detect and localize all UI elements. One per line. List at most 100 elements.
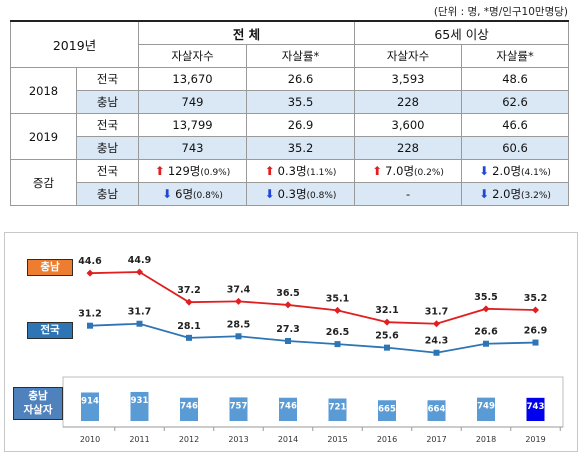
table-row: 충남 ⬇ 6명(0.8%) ⬇ 0.3명(0.8%) - ⬇ 2.0명(3.2%) [11, 182, 570, 206]
national-line [89, 322, 536, 354]
chungnam-point [185, 298, 193, 306]
row-region: 충남 [76, 90, 139, 114]
x-tick-label: 2013 [228, 435, 248, 444]
chungnam-value-label: 37.4 [227, 284, 251, 295]
x-tick-label: 2018 [476, 435, 496, 444]
national-value-label: 31.2 [78, 309, 101, 320]
x-tick-label: 2016 [377, 435, 397, 444]
cell: ⬆ 7.0명(0.2%) [354, 159, 463, 183]
national-point [285, 337, 291, 344]
bar-value-label: 931 [131, 396, 149, 406]
bar-value-label: 665 [378, 404, 396, 414]
deaths-tag-line2: 자살자 [23, 404, 53, 416]
x-tick-label: 2017 [426, 435, 446, 444]
national-value-label: 27.3 [276, 324, 299, 335]
x-tick-label: 2010 [80, 435, 100, 444]
row-year: 2018 [10, 67, 77, 114]
national-point [433, 349, 440, 356]
cell: 26.9 [245, 113, 356, 137]
x-tick-label: 2011 [129, 435, 149, 444]
down-arrow-icon: ⬇ [479, 164, 490, 178]
up-arrow-icon: ⬆ [372, 164, 383, 178]
bar [229, 397, 248, 421]
chungnam-point [284, 301, 292, 309]
change-label: 증감 [10, 159, 77, 206]
trend-chart: 914 931 746 757 746 721 665 664 749 743 2010 2011 20… [62, 255, 564, 444]
cell: 35.5 [245, 90, 356, 114]
down-arrow-icon: ⬇ [264, 187, 275, 201]
chungnam-point [235, 297, 242, 305]
up-arrow-icon: ⬆ [264, 164, 275, 178]
chungnam-point [334, 306, 341, 314]
col-header: 자살자수 [138, 44, 247, 68]
bar-value-label: 746 [279, 402, 297, 412]
suicide-stats-table: 2019년 전 체 65세 이상 자살자수 자살률* 자살자수 자살률* 201… [10, 20, 570, 206]
chungnam-point [136, 268, 143, 276]
national-value-label: 28.5 [227, 319, 250, 330]
cell: 26.6 [245, 67, 356, 91]
bar [328, 398, 347, 421]
cell: ⬇ 2.0명(3.2%) [461, 182, 570, 206]
national-value-label: 26.6 [474, 327, 498, 338]
cell: ⬆ 0.3명(1.1%) [245, 159, 356, 183]
chungnam-value-label: 32.1 [375, 305, 398, 316]
x-tick-label: 2019 [525, 435, 545, 444]
trend-chart-panel: 914 931 746 757 746 721 665 664 749 743 2010 2011 20… [4, 232, 578, 452]
chungnam-value-label: 35.1 [326, 293, 349, 304]
national-point [87, 322, 93, 329]
bar-value-label: 914 [81, 396, 99, 406]
table-corner: 2019년 [10, 20, 139, 68]
table-row: 2018 전국 13,670 26.6 3,593 48.6 [10, 67, 570, 114]
row-region: 충남 [76, 136, 139, 160]
cell: 46.6 [461, 113, 570, 137]
cell: 743 [138, 136, 247, 160]
bar-value-label: 664 [428, 404, 446, 414]
national-point [186, 334, 192, 341]
col-header: 자살률* [245, 44, 356, 68]
national-value-label: 26.9 [524, 326, 547, 337]
national-value-label: 31.7 [128, 307, 151, 318]
chungnam-line-tag: 충남 [27, 259, 73, 276]
bar [378, 400, 396, 421]
table-row: 2019 전국 13,799 26.9 3,600 46.6 [10, 113, 570, 160]
chungnam-value-label: 31.7 [425, 307, 448, 318]
chungnam-value-label: 35.2 [524, 293, 547, 304]
cell: 62.6 [461, 90, 570, 114]
unit-note: (단위 : 명, *명/인구10만명당) [433, 6, 568, 18]
deaths-bar-tag: 충남 자살자 [13, 387, 63, 420]
group-total-header: 전 체 [137, 20, 356, 45]
national-point [235, 333, 242, 340]
cell: ⬇ 6명(0.8%) [138, 182, 247, 206]
cell: 48.6 [461, 67, 570, 91]
table-row: 충남 743 35.2 228 60.6 [11, 136, 570, 160]
bar [81, 392, 99, 421]
cell: 60.6 [461, 136, 570, 160]
chungnam-line [89, 271, 536, 325]
chungnam-value-label: 44.6 [78, 256, 102, 267]
national-point [532, 339, 539, 346]
chungnam-point [532, 306, 539, 314]
col-header: 자살률* [461, 44, 570, 68]
cell: 13,799 [138, 113, 247, 137]
cell: 228 [354, 136, 463, 160]
cell: 3,600 [354, 113, 463, 137]
cell: - [354, 182, 463, 206]
bar-value-label: 743 [527, 402, 545, 412]
bar-value-label: 749 [477, 402, 495, 412]
chungnam-value-label: 36.5 [276, 288, 299, 299]
national-line-tag: 전국 [27, 322, 73, 339]
table-row: 충남 749 35.5 228 62.6 [11, 90, 570, 114]
national-point [483, 340, 489, 347]
bar [526, 397, 545, 421]
cell: 228 [354, 90, 463, 114]
cell: ⬇ 2.0명(4.1%) [461, 159, 570, 183]
national-value-label: 25.6 [375, 331, 399, 342]
down-arrow-icon: ⬇ [479, 187, 490, 201]
chungnam-point [86, 269, 94, 277]
cell: ⬆ 129명(0.9%) [138, 159, 247, 183]
x-tick-label: 2012 [179, 435, 199, 444]
row-region: 전국 [76, 113, 139, 137]
cell: 3,593 [354, 67, 463, 91]
national-point [136, 320, 143, 327]
chungnam-value-label: 35.5 [474, 292, 497, 303]
